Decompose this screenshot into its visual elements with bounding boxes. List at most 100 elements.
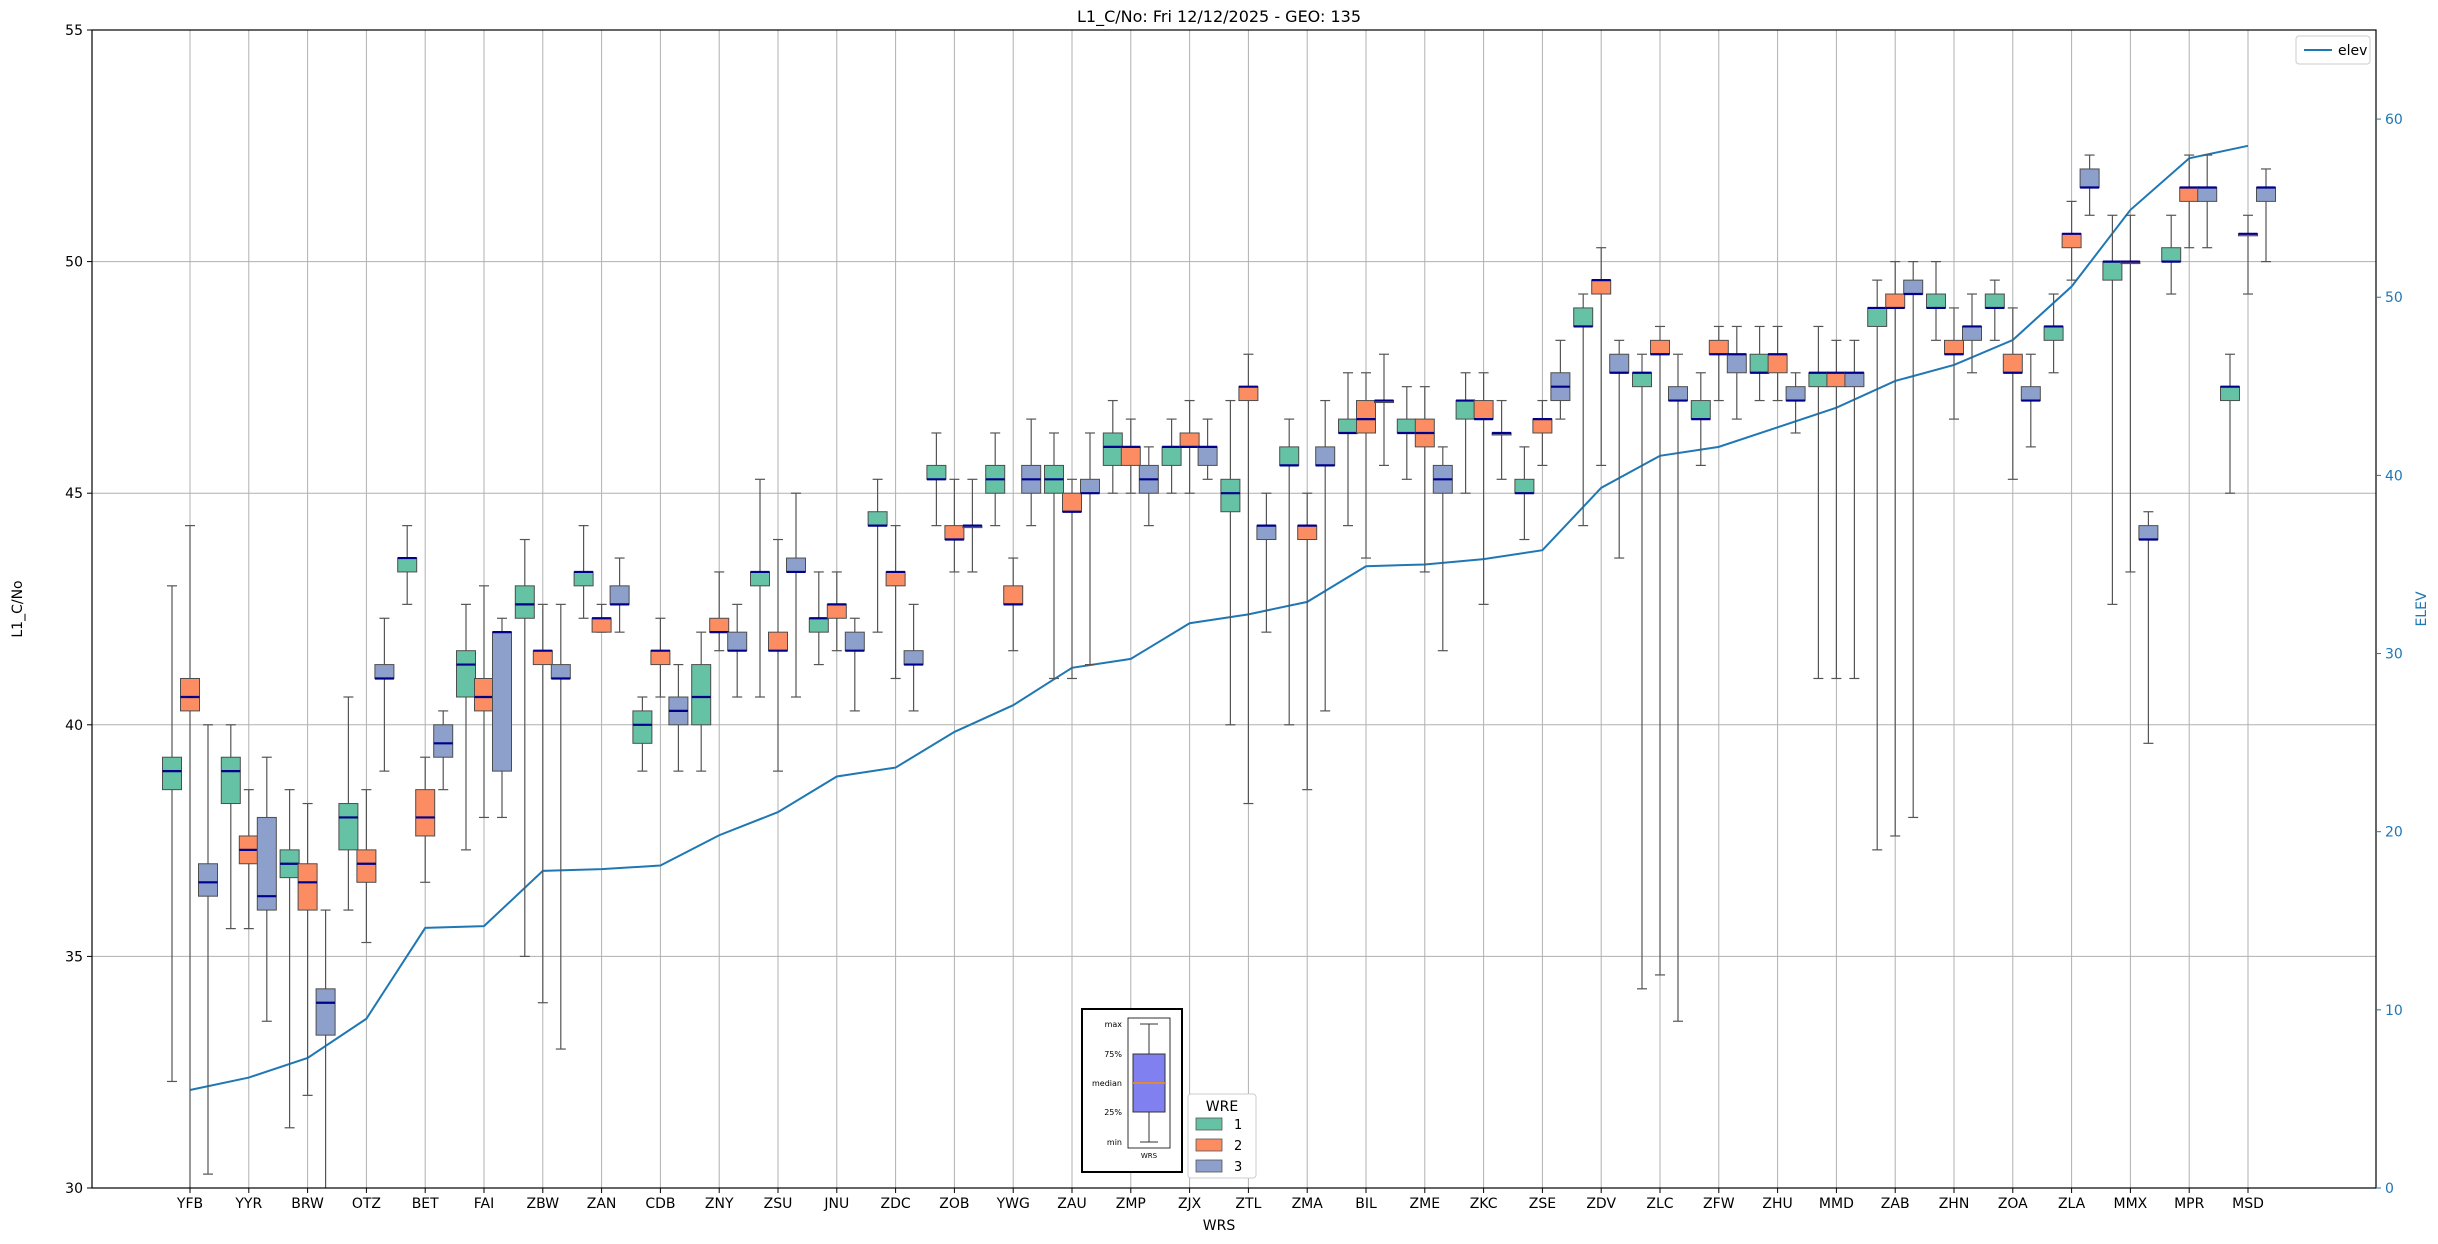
iqr-box [1592,280,1611,294]
x-tick-label: ZLC [1646,1196,1673,1212]
key-caption: WRS [1141,1152,1158,1160]
y-tick-label: 50 [65,255,83,271]
iqr-box [2062,234,2081,248]
iqr-box [2103,262,2122,281]
wre-legend-label-1: 1 [1234,1118,1242,1133]
iqr-box [1669,387,1688,401]
x-tick-label: ZHU [1762,1196,1792,1212]
iqr-box [1198,447,1217,466]
y-axis-label: L1_C/No [10,580,26,637]
iqr-box [181,678,200,710]
chart-title: L1_C/No: Fri 12/12/2025 - GEO: 135 [1077,7,1361,27]
iqr-box [457,651,476,697]
y-tick-label: 35 [65,949,83,965]
x-tick-label: BIL [1355,1196,1377,1212]
y2-tick-label: 50 [2385,290,2403,306]
x-tick-label: ZNY [705,1196,734,1212]
iqr-box [416,790,435,836]
x-tick-label: ZME [1410,1196,1441,1212]
iqr-box [2080,169,2099,188]
iqr-box [1063,493,1082,512]
x-tick-label: JNU [823,1196,849,1212]
iqr-box [1004,586,1023,605]
iqr-box [868,512,887,526]
x-tick-label: ZOB [939,1196,969,1212]
y2-tick-label: 10 [2385,1003,2403,1019]
iqr-box [1651,340,1670,354]
iqr-box [574,572,593,586]
x-tick-label: ZSU [764,1196,793,1212]
y-tick-label: 55 [65,23,83,39]
iqr-box [1963,326,1982,340]
iqr-box [2198,187,2217,201]
y2-axis-label: ELEV [2414,591,2430,626]
iqr-box [2139,526,2158,540]
x-tick-label: ZMA [1292,1196,1324,1212]
iqr-box [845,632,864,651]
iqr-box [1750,354,1769,373]
iqr-box [1610,354,1629,373]
x-tick-label: ZTL [1235,1196,1261,1212]
x-tick-label: ZOA [1998,1196,2028,1212]
x-tick-label: ZMP [1116,1196,1146,1212]
iqr-box [751,572,770,586]
iqr-box [1768,354,1787,373]
iqr-box [1904,280,1923,294]
iqr-box [2162,248,2181,262]
x-tick-label: ZFW [1703,1196,1735,1212]
iqr-box [1397,419,1416,433]
x-tick-label: YYR [234,1196,262,1212]
iqr-box [904,651,923,665]
iqr-box [809,618,828,632]
y-tick-label: 40 [65,718,83,734]
iqr-box [2257,187,2276,201]
y2-tick-label: 40 [2385,468,2403,484]
iqr-box [1845,373,1864,387]
iqr-box [1221,479,1240,511]
y-tick-label: 45 [65,486,83,502]
key-label-max: max [1105,1020,1123,1029]
iqr-box [1339,419,1358,433]
y-tick-label: 30 [65,1181,83,1197]
iqr-box [1081,479,1100,493]
x-tick-label: ZLA [2058,1196,2086,1212]
iqr-box [1239,387,1258,401]
iqr-box [398,558,417,572]
iqr-box [692,665,711,725]
iqr-box [339,804,358,850]
iqr-box [886,572,905,586]
iqr-box [221,757,240,803]
x-tick-label: ZAN [587,1196,617,1212]
wre-legend-swatch-2 [1196,1139,1222,1151]
iqr-box [1474,401,1493,420]
wre-legend: WRE 1 2 3 [1188,1094,1256,1178]
iqr-box [533,651,552,665]
iqr-box [1515,479,1534,493]
x-tick-label: ZSE [1529,1196,1556,1212]
wre-legend-swatch-1 [1196,1118,1222,1130]
x-axis-label: WRS [1203,1218,1236,1234]
iqr-box [1316,447,1335,466]
wre-legend-label-3: 3 [1234,1160,1242,1175]
wre-legend-label-2: 2 [1234,1139,1242,1154]
wre-legend-swatch-3 [1196,1160,1222,1172]
key-label-q1: 25% [1104,1108,1122,1117]
iqr-box [515,586,534,618]
x-tick-label: FAI [474,1196,494,1212]
iqr-box [1927,294,1946,308]
key-label-median: median [1092,1079,1122,1088]
iqr-box [1985,294,2004,308]
iqr-box [710,618,729,632]
iqr-box [1709,340,1728,354]
x-tick-label: ZJX [1178,1196,1202,1212]
iqr-box [1298,526,1317,540]
x-tick-label: MMD [1819,1196,1854,1212]
iqr-box [551,665,570,679]
box-key-inset: max 75% median 25% min WRS [1082,1009,1182,1172]
iqr-box [1257,526,1276,540]
x-tick-label: ZKC [1470,1196,1498,1212]
iqr-box [1691,401,1710,420]
iqr-box [1886,294,1905,308]
iqr-box [357,850,376,882]
